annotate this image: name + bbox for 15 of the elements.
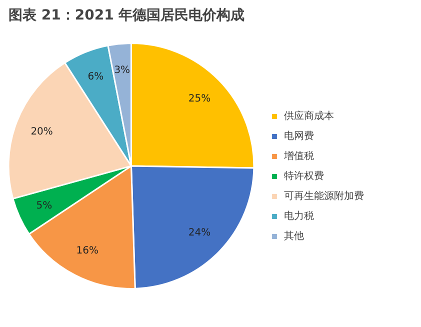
legend-label: 可再生能源附加费 xyxy=(284,190,364,203)
legend-label: 供应商成本 xyxy=(284,110,334,123)
data-label: 25% xyxy=(188,93,211,104)
data-label: 24% xyxy=(188,228,211,239)
data-label: 20% xyxy=(30,126,53,138)
chart-title: 图表 21：2021 年德国居民电价构成 xyxy=(8,8,245,24)
legend-label: 电网费 xyxy=(284,130,314,143)
data-label: 3% xyxy=(114,65,130,76)
legend-label: 电力税 xyxy=(284,210,314,223)
legend-label: 增值税 xyxy=(284,150,314,163)
data-label: 5% xyxy=(36,200,52,212)
legend-label: 其他 xyxy=(284,230,304,243)
data-label: 16% xyxy=(76,246,98,257)
legend-label: 特许权费 xyxy=(284,170,324,183)
data-label: 6% xyxy=(88,72,104,83)
